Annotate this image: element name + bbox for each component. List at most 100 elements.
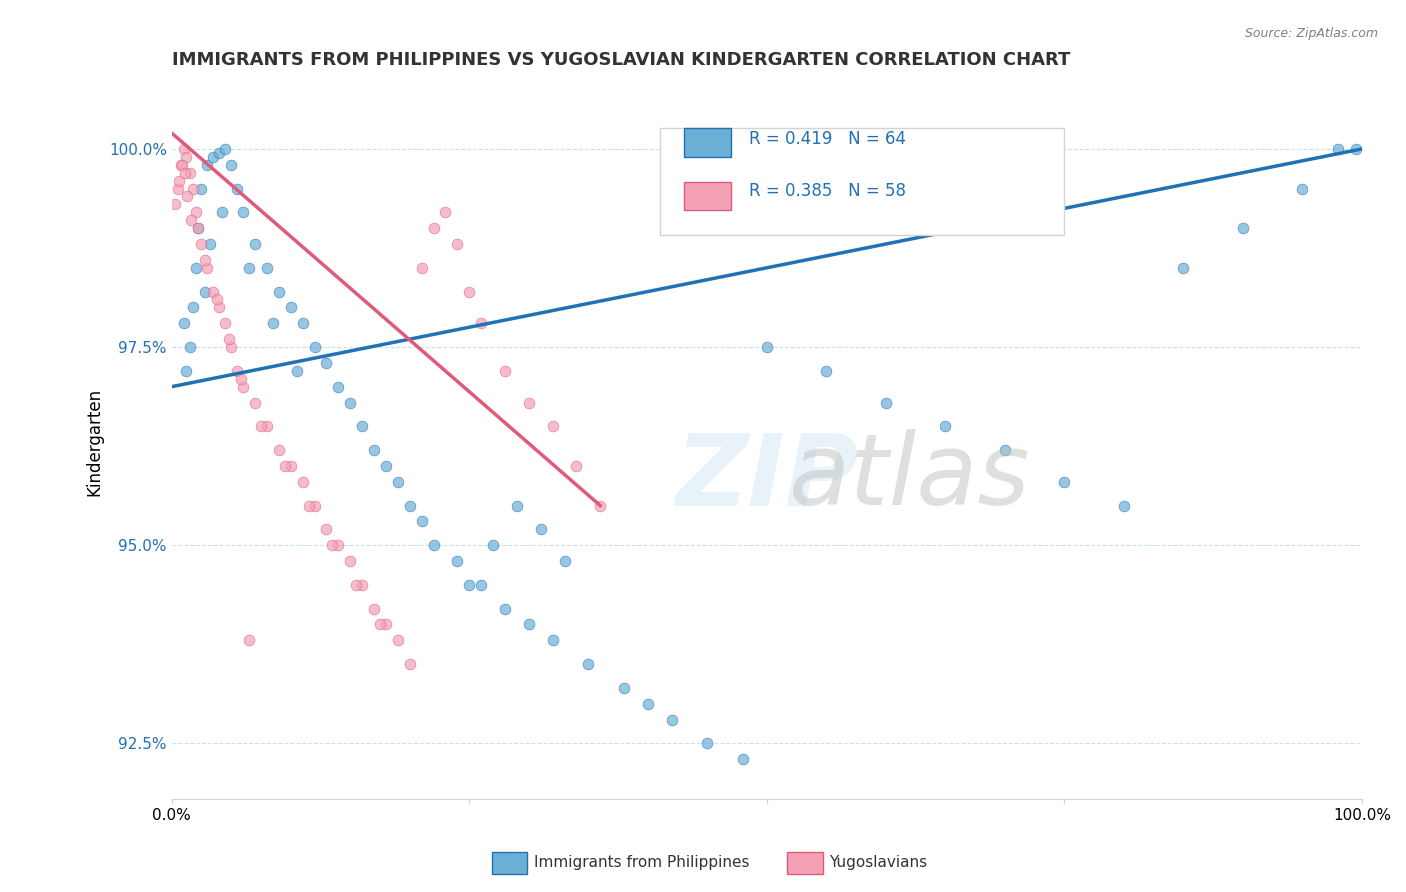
Point — [232, 205, 254, 219]
Point — [173, 316, 195, 330]
Point — [173, 142, 195, 156]
Text: atlas: atlas — [789, 429, 1031, 526]
Y-axis label: Kindergarten: Kindergarten — [86, 388, 103, 496]
Point — [291, 475, 314, 489]
Point — [280, 301, 302, 315]
Point — [875, 395, 897, 409]
Point — [226, 181, 249, 195]
Point — [274, 458, 297, 473]
Point — [184, 205, 207, 219]
Text: Yugoslavians: Yugoslavians — [830, 855, 928, 870]
Point — [576, 657, 599, 671]
Point — [506, 499, 529, 513]
Point — [208, 145, 231, 160]
Point — [458, 285, 481, 299]
Point — [256, 419, 278, 434]
Point — [170, 158, 193, 172]
Point — [328, 379, 350, 393]
Point — [243, 237, 266, 252]
Point — [187, 221, 209, 235]
Point — [517, 395, 540, 409]
Point — [398, 657, 420, 671]
Point — [613, 681, 636, 695]
FancyBboxPatch shape — [659, 128, 1064, 235]
Point — [363, 443, 385, 458]
Point — [187, 221, 209, 235]
Text: Source: ZipAtlas.com: Source: ZipAtlas.com — [1244, 27, 1378, 40]
Point — [256, 260, 278, 275]
Point — [589, 499, 612, 513]
Point — [194, 252, 217, 267]
Point — [280, 458, 302, 473]
Point — [1173, 260, 1195, 275]
Point — [494, 364, 516, 378]
Point — [238, 260, 260, 275]
Point — [238, 633, 260, 648]
Point — [167, 173, 190, 187]
Text: ZIP: ZIP — [675, 429, 858, 526]
Point — [422, 538, 444, 552]
Point — [470, 316, 492, 330]
Point — [696, 736, 718, 750]
Point — [285, 364, 308, 378]
Point — [387, 633, 409, 648]
Point — [446, 237, 468, 252]
Point — [1291, 181, 1313, 195]
Point — [934, 419, 956, 434]
Point — [202, 285, 225, 299]
Point — [219, 158, 242, 172]
Point — [352, 419, 374, 434]
Text: IMMIGRANTS FROM PHILIPPINES VS YUGOSLAVIAN KINDERGARTEN CORRELATION CHART: IMMIGRANTS FROM PHILIPPINES VS YUGOSLAVI… — [172, 51, 1070, 69]
Point — [344, 578, 367, 592]
Point — [387, 475, 409, 489]
Point — [339, 395, 361, 409]
Point — [179, 340, 201, 354]
Point — [517, 617, 540, 632]
Point — [214, 316, 236, 330]
Point — [304, 499, 326, 513]
Point — [458, 578, 481, 592]
Point — [173, 166, 195, 180]
Point — [211, 205, 233, 219]
Point — [267, 285, 290, 299]
Point — [482, 538, 505, 552]
FancyBboxPatch shape — [683, 182, 731, 211]
Point — [565, 458, 588, 473]
Point — [411, 260, 433, 275]
Point — [202, 150, 225, 164]
Point — [494, 601, 516, 615]
Point — [315, 522, 337, 536]
Point — [637, 697, 659, 711]
Point — [165, 197, 187, 211]
Point — [422, 221, 444, 235]
Point — [363, 601, 385, 615]
Point — [541, 633, 564, 648]
Point — [321, 538, 343, 552]
Point — [166, 181, 188, 195]
Point — [184, 260, 207, 275]
Point — [339, 554, 361, 568]
Point — [219, 340, 242, 354]
Point — [661, 713, 683, 727]
Point — [994, 443, 1017, 458]
Point — [1344, 142, 1367, 156]
Point — [250, 419, 273, 434]
Point — [194, 285, 217, 299]
Text: R = 0.419   N = 64: R = 0.419 N = 64 — [749, 130, 905, 148]
Point — [470, 578, 492, 592]
Point — [174, 150, 197, 164]
Point — [530, 522, 553, 536]
Point — [368, 617, 391, 632]
Point — [218, 332, 240, 346]
Point — [181, 181, 204, 195]
Point — [208, 301, 231, 315]
Point — [197, 158, 219, 172]
Point — [172, 158, 194, 172]
Point — [1232, 221, 1254, 235]
Point — [1112, 499, 1135, 513]
Point — [1053, 475, 1076, 489]
Point — [198, 237, 221, 252]
Point — [179, 166, 201, 180]
Point — [375, 458, 398, 473]
Point — [229, 372, 252, 386]
